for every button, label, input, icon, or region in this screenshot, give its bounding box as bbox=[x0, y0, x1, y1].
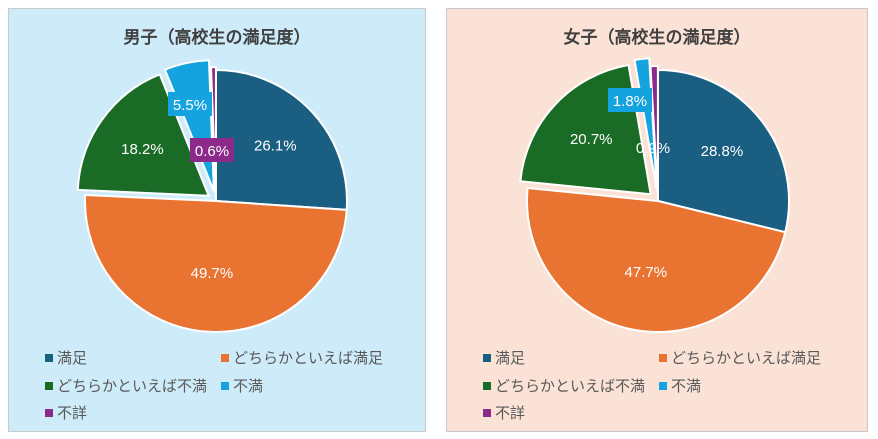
legend-item: 満足 bbox=[45, 347, 87, 368]
data-label: 49.7% bbox=[191, 265, 234, 282]
pie-slice-2 bbox=[519, 63, 652, 196]
legend-item: どちらかといえば不満 bbox=[483, 375, 645, 396]
legend-swatch bbox=[483, 409, 491, 417]
legend-item: 不満 bbox=[659, 375, 701, 396]
pie-slice-2 bbox=[76, 72, 211, 197]
legend-swatch bbox=[221, 382, 229, 390]
legend-swatch bbox=[659, 382, 667, 390]
data-label: 0.6% bbox=[195, 143, 229, 160]
legend-item: 不満 bbox=[221, 375, 263, 396]
legend-swatch bbox=[45, 409, 53, 417]
legend-label: 不満 bbox=[671, 378, 702, 395]
legend-label: 満足 bbox=[495, 350, 526, 367]
chart-title: 男子（高校生の満足度） bbox=[123, 28, 311, 47]
legend-swatch bbox=[659, 354, 667, 362]
pie-slice-1 bbox=[84, 193, 348, 333]
pie-slice-4 bbox=[649, 65, 659, 198]
legend-label: 不詳 bbox=[57, 405, 88, 422]
legend-label: どちらかといえば満足 bbox=[233, 350, 384, 367]
male-chart-panel: 男子（高校生の満足度） 26.1% 49.7% 18.2% 5.5% 0.6% 満足 どち… bbox=[8, 8, 426, 432]
legend-swatch bbox=[483, 354, 491, 362]
legend-label: 満足 bbox=[57, 350, 88, 367]
data-label-box bbox=[608, 88, 652, 112]
female-chart-panel: 女子（高校生の満足度） 28.8% 47.7% 20.7% 1.8% 0.9% 満足 どち… bbox=[446, 8, 868, 432]
pie-svg: 28.8% 47.7% 20.7% 1.8% 0.9% bbox=[519, 57, 790, 333]
data-label: 28.8% bbox=[701, 143, 744, 160]
data-label: 26.1% bbox=[254, 138, 297, 155]
data-label: 20.7% bbox=[570, 131, 613, 148]
legend-label: 不詳 bbox=[495, 405, 526, 422]
legend-swatch bbox=[483, 382, 491, 390]
legend-item: 不詳 bbox=[45, 402, 87, 423]
data-label: 47.7% bbox=[625, 264, 668, 281]
legend-swatch bbox=[45, 354, 53, 362]
pie-slice-0 bbox=[215, 68, 348, 211]
legend-swatch bbox=[45, 382, 53, 390]
chart-title: 女子（高校生の満足度） bbox=[563, 28, 751, 47]
legend-item: 不詳 bbox=[483, 402, 525, 423]
legend-item: どちらかといえば不満 bbox=[45, 375, 207, 396]
legend-item: 満足 bbox=[483, 347, 525, 368]
legend-swatch bbox=[221, 354, 229, 362]
pie-slice-4 bbox=[209, 66, 217, 199]
data-label: 0.9% bbox=[636, 140, 670, 157]
legend-item: どちらかといえば満足 bbox=[659, 347, 821, 368]
legend-label: どちらかといえば満足 bbox=[671, 350, 822, 367]
pie-slice-0 bbox=[657, 68, 790, 234]
data-label-box bbox=[168, 92, 212, 116]
pie-slice-1 bbox=[526, 186, 787, 333]
pie-svg: 26.1% 49.7% 18.2% 5.5% 0.6% bbox=[76, 59, 348, 333]
legend-item: どちらかといえば満足 bbox=[221, 347, 383, 368]
data-label: 18.2% bbox=[121, 141, 164, 158]
legend-label: 不満 bbox=[233, 378, 264, 395]
legend-label: どちらかといえば不満 bbox=[57, 378, 208, 395]
data-label: 5.5% bbox=[173, 97, 207, 114]
data-label: 1.8% bbox=[613, 93, 647, 110]
data-label-box bbox=[190, 138, 234, 162]
legend-label: どちらかといえば不満 bbox=[495, 378, 646, 395]
